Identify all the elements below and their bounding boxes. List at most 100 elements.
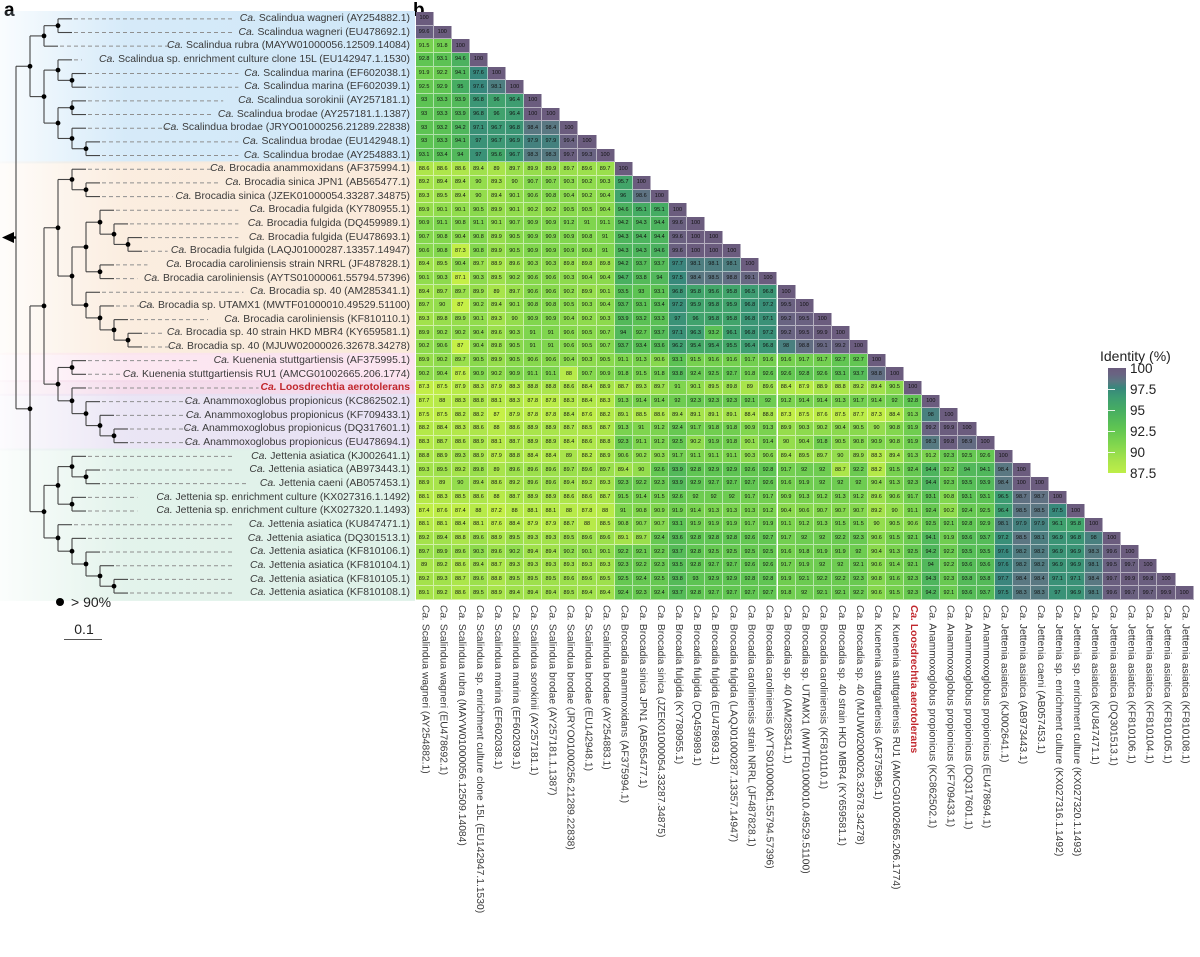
matrix-cell: 92.6	[976, 449, 995, 464]
matrix-cell: 90.7	[578, 367, 597, 382]
matrix-cell: 92.7	[831, 353, 850, 368]
matrix-cell: 89.4	[415, 258, 434, 272]
matrix-cell: 92	[886, 394, 905, 409]
legend-gradient-bar	[1108, 368, 1126, 473]
matrix-cell: 89.4	[469, 162, 488, 177]
matrix-cell: 94.3	[614, 230, 633, 245]
tree-tip-label: Ca. Scalindua brodae (JRYO01000256.21289…	[162, 122, 410, 134]
matrix-cell: 89.3	[451, 449, 470, 464]
matrix-cell: 89.9	[777, 422, 796, 436]
matrix-cell: 92.8	[741, 572, 760, 587]
matrix-cell: 99.6	[668, 230, 688, 245]
matrix-cell: 98.3	[524, 148, 543, 163]
matrix-cell: 90.2	[560, 545, 579, 559]
matrix-cell: 90	[433, 299, 452, 313]
matrix-cell: 92.2	[632, 558, 651, 573]
matrix-cell: 93.6	[958, 586, 977, 600]
matrix-cell: 99.9	[940, 422, 959, 436]
matrix-cell: 96.4	[994, 504, 1013, 518]
matrix-cell: 92.4	[650, 586, 669, 600]
matrix-cell: 92.7	[723, 558, 742, 573]
matrix-cell: 90.2	[578, 312, 597, 327]
matrix-cell: 90.7	[849, 504, 868, 518]
matrix-cell: 88.9	[542, 422, 561, 436]
matrix-cell: 100	[451, 39, 470, 54]
tree-tip-label: Ca. Scalindua sorokinii (AY257181.1)	[238, 95, 410, 107]
matrix-cell: 97.5	[668, 271, 688, 286]
matrix-cell: 89.6	[542, 476, 561, 491]
matrix-cell: 89.4	[469, 558, 488, 573]
matrix-cell: 93	[415, 121, 434, 136]
matrix-cell: 89.2	[433, 558, 452, 573]
matrix-cell: 100	[560, 121, 579, 136]
matrix-cell: 89.7	[451, 285, 470, 300]
matrix-cell: 92.7	[723, 476, 742, 491]
matrix-cell: 92.6	[759, 367, 778, 382]
matrix-cell: 92.3	[632, 586, 651, 600]
matrix-cell: 99.3	[578, 148, 597, 163]
matrix-column-label: Ca. Jettenia sp. enrichment culture (KX0…	[1052, 604, 1064, 857]
matrix-column-label: Ca. Brocadia sp. 40 (AM285341.1)	[781, 604, 793, 764]
matrix-cell: 91.7	[777, 531, 796, 546]
matrix-cell: 91.1	[687, 449, 706, 464]
matrix-cell: 88.9	[469, 449, 488, 464]
tree-tip-label: Ca. Jettenia asiatica (KF810108.1)	[250, 587, 410, 599]
matrix-cell: 91.8	[433, 39, 452, 54]
matrix-cell: 91.2	[650, 435, 669, 450]
matrix-cell: 89.9	[433, 545, 452, 559]
matrix-cell: 88.6	[506, 422, 525, 436]
matrix-cell: 89.7	[469, 258, 488, 272]
tree-tip-label: Ca. Scalindua brodae (AY257181.1.1387)	[217, 108, 410, 120]
matrix-cell: 90.1	[487, 217, 507, 231]
matrix-cell: 90.4	[867, 545, 887, 559]
matrix-cell: 91.7	[813, 353, 832, 368]
matrix-cell: 90.8	[849, 435, 868, 450]
matrix-cell: 97.2	[994, 531, 1013, 546]
matrix-cell: 88.3	[451, 422, 470, 436]
legend-tick-label: 92.5	[1130, 424, 1157, 439]
matrix-cell: 100	[705, 230, 724, 245]
matrix-cell: 100	[723, 244, 742, 259]
matrix-cell: 94.2	[614, 258, 633, 272]
matrix-cell: 98.2	[1012, 545, 1031, 559]
matrix-cell: 96	[487, 107, 507, 122]
matrix-cell: 93.7	[632, 258, 651, 272]
matrix-cell: 90.1	[596, 285, 615, 300]
matrix-cell: 89.1	[705, 408, 724, 423]
matrix-cell: 93.8	[668, 572, 688, 587]
matrix-cell: 88.2	[867, 463, 887, 477]
matrix-cell: 96.8	[741, 326, 760, 341]
matrix-cell: 92.8	[687, 531, 706, 546]
bootstrap-node-dot	[83, 146, 89, 152]
matrix-cell: 90.1	[451, 203, 470, 218]
matrix-cell: 88.8	[524, 381, 543, 395]
matrix-cell: 91.6	[777, 476, 796, 491]
matrix-cell: 88.7	[451, 572, 470, 587]
matrix-cell: 91.2	[795, 517, 814, 532]
matrix-cell: 90.4	[469, 326, 488, 341]
matrix-cell: 98.9	[958, 435, 977, 450]
matrix-cell: 90.9	[741, 422, 760, 436]
matrix-cell: 93.6	[650, 340, 669, 354]
matrix-cell: 93	[415, 94, 434, 108]
matrix-cell: 90.8	[524, 299, 543, 313]
matrix-cell: 88.3	[867, 449, 887, 464]
matrix-cell: 87.2	[487, 504, 507, 518]
matrix-cell: 89.7	[596, 162, 615, 177]
legend-tick-label: 97.5	[1130, 382, 1157, 397]
matrix-cell: 90.3	[506, 326, 525, 341]
matrix-cell: 89.9	[415, 326, 434, 341]
matrix-cell: 92.3	[904, 586, 923, 600]
matrix-cell: 90.2	[813, 422, 832, 436]
tree-legend: > 90% 0.1	[56, 594, 111, 641]
matrix-cell: 87.3	[451, 244, 470, 259]
matrix-cell: 96.9	[1067, 558, 1086, 573]
matrix-cell: 88.8	[415, 449, 434, 464]
matrix-cell: 87	[451, 340, 470, 354]
matrix-cell: 96.5	[741, 285, 760, 300]
matrix-cell: 91.5	[632, 367, 651, 382]
matrix-cell: 89.8	[596, 258, 615, 272]
matrix-cell: 93.9	[614, 312, 633, 327]
matrix-cell: 92.3	[705, 394, 724, 409]
matrix-cell: 89.8	[578, 258, 597, 272]
